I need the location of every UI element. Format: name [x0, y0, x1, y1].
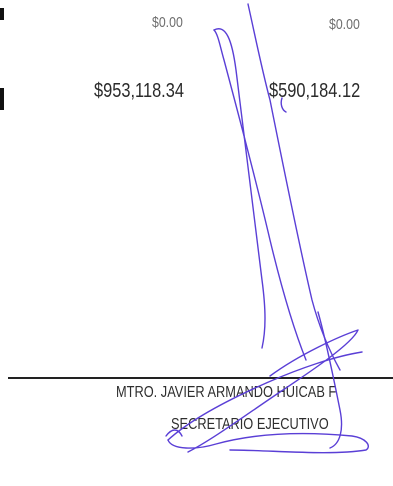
signature-line — [8, 377, 393, 379]
col1-zero-amount: $0.00 — [152, 14, 183, 31]
left-edge-mark — [0, 8, 4, 20]
signatory-name: MTRO. JAVIER ARMANDO HUICAB F — [116, 384, 337, 401]
col1-total-amount: $953,118.34 — [94, 80, 184, 102]
col2-total-amount: $590,184.12 — [269, 80, 361, 102]
signatory-title: SECRETARIO EJECUTIVO — [171, 416, 329, 433]
col2-zero-amount: $0.00 — [329, 16, 360, 33]
left-edge-mark — [0, 88, 4, 110]
